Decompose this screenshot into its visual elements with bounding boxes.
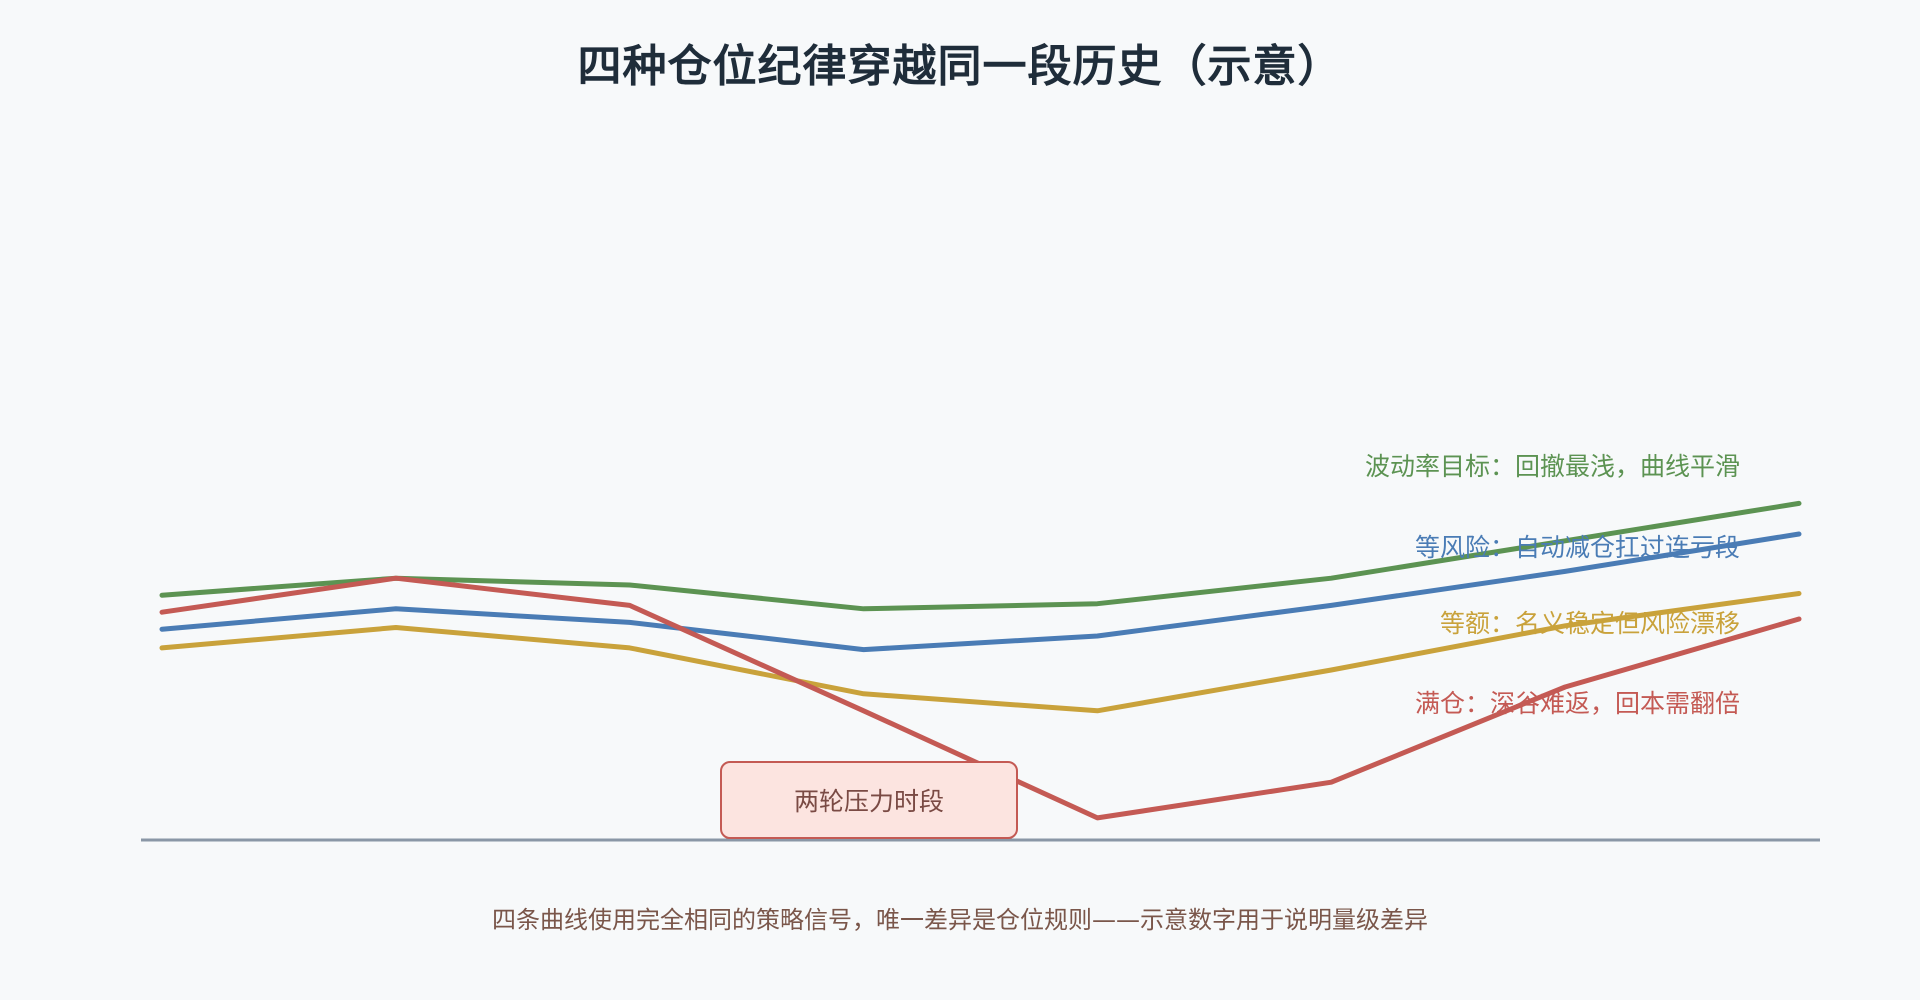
- series-line-equal-amount: [159, 591, 1802, 714]
- series-label-equal-risk: 等风险：自动减仓扛过连亏段: [1415, 533, 1740, 562]
- series-labels: 波动率目标：回撤最浅，曲线平滑等风险：自动减仓扛过连亏段等额：名义稳定但风险漂移…: [1365, 452, 1740, 718]
- stress-period-label: 两轮压力时段: [793, 787, 944, 816]
- series-line-vol-target: [159, 500, 1802, 612]
- stress-period-annotation: 两轮压力时段: [720, 761, 1018, 839]
- chart-footnote: 四条曲线使用完全相同的策略信号，唯一差异是仓位规则——示意数字用于说明量级差异: [492, 906, 1428, 934]
- chart-title: 四种仓位纪律穿越同一段历史（示意）: [577, 41, 1343, 92]
- series-label-full-position: 满仓：深谷难返，回本需翻倍: [1415, 689, 1740, 718]
- series-line-equal-risk: [159, 531, 1802, 653]
- series-label-equal-amount: 等额：名义稳定但风险漂移: [1440, 609, 1740, 638]
- series-label-vol-target: 波动率目标：回撤最浅，曲线平滑: [1365, 452, 1740, 481]
